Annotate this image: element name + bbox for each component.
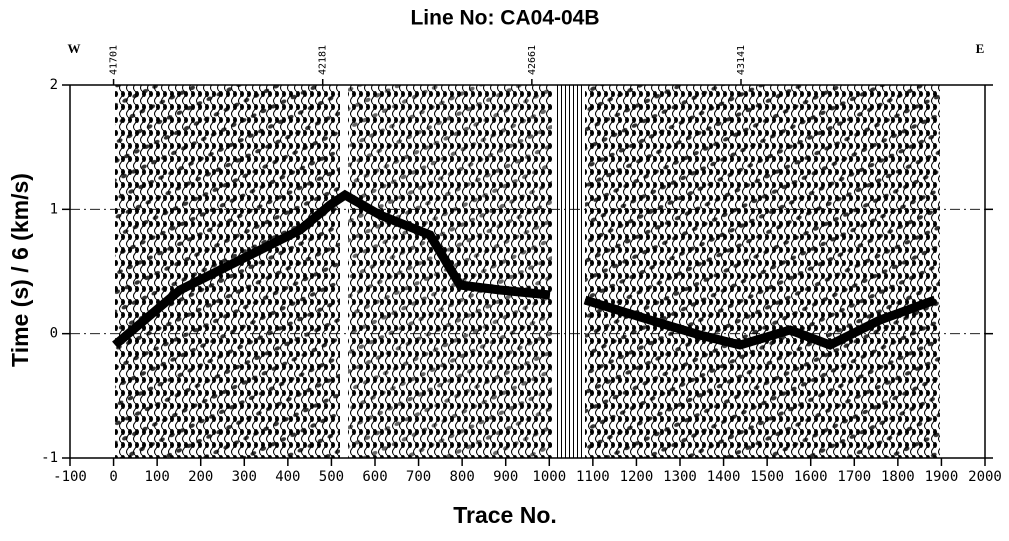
annotation: E [976, 41, 985, 56]
x-tick-label: 200 [188, 469, 213, 485]
chart-title: Line No: CA04-04B [410, 7, 599, 30]
x-tick-label: 900 [493, 469, 518, 485]
x-tick-label: 700 [406, 469, 431, 485]
x-tick-label: -100 [53, 469, 87, 485]
x-tick-label: 1100 [576, 469, 610, 485]
x-tick-label: 600 [362, 469, 387, 485]
seismic-section [112, 85, 940, 458]
x-tick-label: 800 [449, 469, 474, 485]
x-tick-label: 300 [232, 469, 257, 485]
x-axis-label: Trace No. [453, 502, 557, 528]
x-tick-label: 2000 [968, 469, 1002, 485]
trace-label: 43141 [736, 45, 747, 75]
trace-label: 42181 [318, 45, 329, 75]
y-tick-label: -1 [41, 450, 58, 466]
x-tick-label: 100 [144, 469, 169, 485]
x-tick-label: 1900 [925, 469, 959, 485]
y-tick-label: 1 [50, 201, 58, 217]
annotation: W [68, 41, 81, 56]
x-tick-label: 1400 [707, 469, 741, 485]
x-tick-label: 1200 [620, 469, 654, 485]
y-tick-label: 2 [50, 77, 58, 93]
x-tick-label: 500 [319, 469, 344, 485]
x-tick-label: 400 [275, 469, 300, 485]
x-tick-label: 1800 [881, 469, 915, 485]
x-tick-label: 0 [109, 469, 117, 485]
x-tick-label: 1700 [837, 469, 871, 485]
x-tick-label: 1300 [663, 469, 697, 485]
trace-label: 42661 [527, 45, 538, 75]
x-tick-label: 1600 [794, 469, 828, 485]
x-tick-label: 1000 [532, 469, 566, 485]
trace-label: 41701 [109, 45, 120, 75]
y-tick-label: 0 [50, 326, 58, 342]
y-axis-label: Time (s) / 6 (km/s) [7, 173, 33, 367]
x-tick-label: 1500 [750, 469, 784, 485]
